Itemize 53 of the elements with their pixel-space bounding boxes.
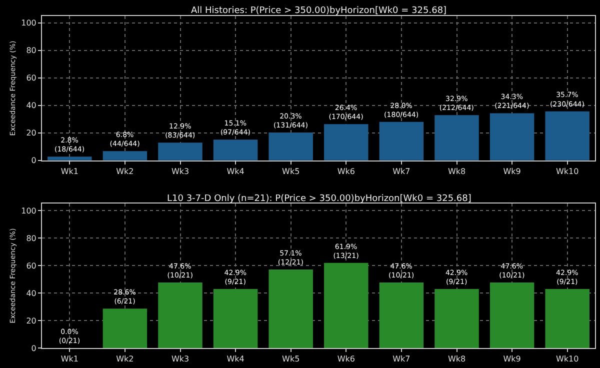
x-tick-label: Wk8 xyxy=(448,167,466,176)
bar xyxy=(102,308,148,348)
y-tick-label: 100 xyxy=(21,206,36,216)
y-tick-label: 0 xyxy=(31,344,36,353)
x-tick-label: Wk7 xyxy=(392,167,410,176)
bar xyxy=(48,156,92,160)
y-tick-label: 60 xyxy=(26,74,36,83)
x-tick-label: Wk6 xyxy=(337,167,355,176)
x-tick-label: Wk1 xyxy=(60,354,78,364)
y-tick-label: 40 xyxy=(26,288,36,298)
y-tick-label: 80 xyxy=(26,234,36,243)
y-tick-label: 100 xyxy=(21,18,36,28)
bar xyxy=(434,288,479,348)
y-tick-label: 40 xyxy=(26,101,36,110)
bar xyxy=(490,282,534,348)
bar xyxy=(268,269,313,348)
x-tick-label: Wk5 xyxy=(282,354,300,364)
chart-title: All Histories: P(Price > 350.00)byHorizon[Wk0 = 325.68] xyxy=(191,6,447,16)
bar xyxy=(545,111,590,160)
bar xyxy=(158,142,202,160)
chart-title: L10 3-7-D Only (n=21): P(Price > 350.00)byHorizon[Wk0 = 325.68] xyxy=(167,194,472,204)
x-tick-label: Wk2 xyxy=(116,167,134,176)
x-tick-label: Wk2 xyxy=(116,354,134,364)
bar xyxy=(545,288,590,348)
x-tick-label: Wk10 xyxy=(556,167,579,176)
x-tick-label: Wk3 xyxy=(171,354,190,364)
x-tick-label: Wk7 xyxy=(392,354,410,364)
bar xyxy=(268,132,313,160)
x-tick-label: Wk8 xyxy=(448,354,466,364)
bar xyxy=(434,115,479,160)
x-tick-label: Wk5 xyxy=(282,167,300,176)
y-tick-label: 20 xyxy=(26,128,36,138)
bar xyxy=(158,282,202,348)
x-tick-label: Wk10 xyxy=(556,354,579,364)
y-tick-label: 20 xyxy=(26,316,36,326)
bar xyxy=(379,122,424,160)
bar xyxy=(490,113,534,160)
x-tick-label: Wk4 xyxy=(226,354,244,364)
bar xyxy=(213,140,258,160)
x-tick-label: Wk4 xyxy=(226,167,244,176)
x-tick-label: Wk1 xyxy=(60,167,78,176)
x-tick-label: Wk9 xyxy=(503,167,521,176)
bar xyxy=(324,262,368,348)
bar xyxy=(379,282,424,348)
bar xyxy=(324,124,368,160)
y-tick-label: 60 xyxy=(26,261,36,270)
y-tick-label: 0 xyxy=(31,156,36,166)
x-tick-label: Wk3 xyxy=(171,167,190,176)
x-tick-label: Wk9 xyxy=(503,354,521,364)
bar xyxy=(213,288,258,348)
x-tick-label: Wk6 xyxy=(337,354,355,364)
y-tick-label: 80 xyxy=(26,46,36,56)
bar xyxy=(102,151,148,160)
